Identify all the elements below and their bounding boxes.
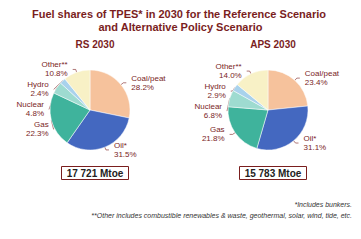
svg-text:APS 2030: APS 2030: [250, 39, 296, 50]
svg-text:28.2%: 28.2%: [131, 83, 154, 92]
svg-text:and Alternative Policy Scenari: and Alternative Policy Scenario: [98, 21, 262, 33]
svg-text:Other**: Other**: [215, 62, 241, 71]
svg-text:RS 2030: RS 2030: [76, 39, 115, 50]
svg-text:Gas: Gas: [210, 125, 225, 134]
svg-text:21.8%: 21.8%: [202, 134, 225, 143]
svg-text:Coal/peat: Coal/peat: [131, 74, 166, 83]
svg-text:6.8%: 6.8%: [204, 111, 222, 120]
svg-text:Fuel shares of TPES* in 2030 f: Fuel shares of TPES* in 2030 for the Ref…: [32, 8, 329, 20]
svg-text:31.5%: 31.5%: [114, 150, 137, 159]
svg-text:22.3%: 22.3%: [26, 129, 49, 138]
svg-text:4.8%: 4.8%: [26, 109, 44, 118]
svg-text:Hydro: Hydro: [27, 80, 49, 89]
svg-text:15 783 Mtoe: 15 783 Mtoe: [245, 168, 302, 179]
svg-text:17 721 Mtoe: 17 721 Mtoe: [67, 168, 124, 179]
svg-text:14.0%: 14.0%: [219, 71, 242, 80]
svg-text:Oil*: Oil*: [114, 141, 127, 150]
svg-text:Nuclear: Nuclear: [194, 102, 222, 111]
svg-text:Oil*: Oil*: [304, 134, 317, 143]
svg-text:Coal/peat: Coal/peat: [305, 69, 340, 78]
svg-text:Other**: Other**: [41, 60, 67, 69]
svg-text:10.8%: 10.8%: [45, 69, 68, 78]
svg-text:23.4%: 23.4%: [305, 78, 328, 87]
svg-text:2.4%: 2.4%: [30, 89, 48, 98]
svg-text:2.9%: 2.9%: [208, 91, 226, 100]
svg-text:Hydro: Hydro: [204, 82, 226, 91]
svg-text:31.1%: 31.1%: [304, 143, 327, 152]
svg-text:*Includes bunkers.: *Includes bunkers.: [294, 201, 352, 208]
svg-text:Nuclear: Nuclear: [16, 100, 44, 109]
svg-text:Gas: Gas: [34, 120, 49, 129]
svg-text:**Other includes combustible r: **Other includes combustible renewables …: [91, 212, 352, 220]
